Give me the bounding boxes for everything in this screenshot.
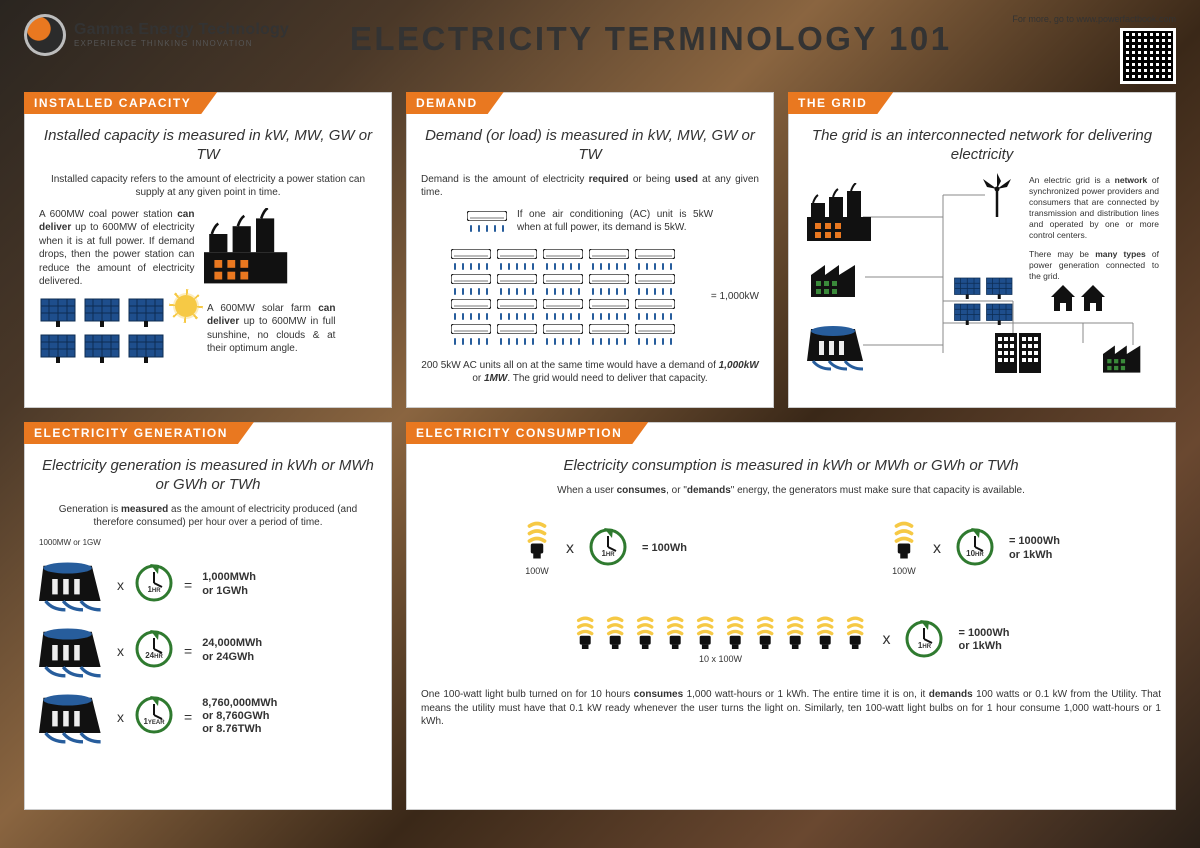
body-text: 200 5kW AC units all on at the same time… xyxy=(421,359,759,386)
body-text: Installed capacity refers to the amount … xyxy=(39,173,377,200)
wind-turbine-icon xyxy=(977,173,1017,220)
factory-icon xyxy=(811,255,855,300)
page-title: ELECTRICITY TERMINOLOGY 101 xyxy=(303,14,998,58)
generation-row: x1HR=1,000MWhor 1GWh xyxy=(39,557,377,613)
body-text: When a user consumes, or "demands" energ… xyxy=(421,484,1161,498)
body-text: A 600MW solar farm can deliver up to 600… xyxy=(207,302,335,356)
small-label: 1000MW or 1GW xyxy=(39,538,377,547)
card-demand: DEMAND Demand (or load) is measured in k… xyxy=(406,92,774,408)
tab-generation: ELECTRICITY GENERATION xyxy=(24,422,254,444)
solar-panel-array-icon xyxy=(953,275,1015,325)
subtitle: The grid is an interconnected network fo… xyxy=(803,127,1161,165)
factory-icon xyxy=(1103,337,1147,382)
card-generation: ELECTRICITY GENERATION Electricity gener… xyxy=(24,422,392,810)
clock-icon: 1HR xyxy=(588,527,628,570)
bulb-icon xyxy=(842,616,868,652)
tab-consumption: ELECTRICITY CONSUMPTION xyxy=(406,422,648,444)
card-consumption: ELECTRICITY CONSUMPTION Electricity cons… xyxy=(406,422,1176,810)
power-plant-icon xyxy=(204,208,304,286)
dam-icon xyxy=(807,321,867,374)
solar-panel-array-icon xyxy=(39,295,167,363)
bulb-icon xyxy=(572,616,598,652)
ac-unit-icon xyxy=(467,211,507,232)
bulb-icon xyxy=(782,616,808,652)
consumption-eq-3: 10 x 100W x 1HR = 1000Whor 1kWh xyxy=(421,616,1161,664)
body-text: Generation is measured as the amount of … xyxy=(39,503,377,530)
bulb-icon xyxy=(889,521,919,561)
company-tagline: EXPERIENCE THINKING INNOVATION xyxy=(74,40,289,48)
bulb-icon xyxy=(632,616,658,652)
sun-icon xyxy=(175,295,197,317)
equals-label: = 1,000kW xyxy=(711,291,759,302)
tab-installed-capacity: INSTALLED CAPACITY xyxy=(24,92,217,114)
houses-icon xyxy=(1049,281,1107,311)
clock-icon: 1YEAR xyxy=(134,695,174,738)
bulb-icon xyxy=(722,616,748,652)
subtitle: Electricity generation is measured in kW… xyxy=(39,457,377,495)
bulb-icon xyxy=(522,521,552,561)
clock-icon: 10HR xyxy=(955,527,995,570)
consumption-eq-1: 100W x 1HR = 100Wh xyxy=(522,521,687,576)
qr-code-icon xyxy=(1120,28,1176,84)
tab-demand: DEMAND xyxy=(406,92,504,114)
consumption-eq-2: 100W x 10HR = 1000Whor 1kWh xyxy=(889,521,1060,576)
logo: Gamma Energy Technology EXPERIENCE THINK… xyxy=(24,14,289,56)
clock-icon: 1HR xyxy=(134,563,174,606)
generation-row: x1YEAR=8,760,000MWhor 8,760GWhor 8.76TWh xyxy=(39,689,377,745)
clock-icon: 24HR xyxy=(134,629,174,672)
header-right: For more, go to www.powerfactbook.com xyxy=(1012,14,1176,84)
logo-mark-icon xyxy=(24,14,66,56)
company-name: Gamma Energy Technology xyxy=(74,22,289,38)
body-text: One 100-watt light bulb turned on for 10… xyxy=(421,688,1161,729)
more-link: For more, go to www.powerfactbook.com xyxy=(1012,14,1176,24)
card-installed-capacity: INSTALLED CAPACITY Installed capacity is… xyxy=(24,92,392,408)
bulb-icon xyxy=(692,616,718,652)
dam-icon xyxy=(39,623,107,679)
bulb-icon xyxy=(752,616,778,652)
bulb-strip-icon xyxy=(572,616,868,652)
bulb-icon xyxy=(602,616,628,652)
subtitle: Demand (or load) is measured in kW, MW, … xyxy=(421,127,759,165)
body-text: An electric grid is a network of synchro… xyxy=(1029,175,1159,282)
subtitle: Electricity consumption is measured in k… xyxy=(421,457,1161,476)
body-text: If one air conditioning (AC) unit is 5kW… xyxy=(517,208,713,235)
ac-grid-icon xyxy=(451,249,675,345)
power-plant-icon xyxy=(807,183,871,244)
subtitle: Installed capacity is measured in kW, MW… xyxy=(39,127,377,165)
buildings-icon xyxy=(995,333,1041,373)
clock-icon: 1HR xyxy=(904,619,944,662)
header: Gamma Energy Technology EXPERIENCE THINK… xyxy=(0,0,1200,92)
generation-row: x24HR=24,000MWhor 24GWh xyxy=(39,623,377,679)
dam-icon xyxy=(39,689,107,745)
grid-diagram: An electric grid is a network of synchro… xyxy=(803,173,1161,373)
bulb-icon xyxy=(812,616,838,652)
bulb-icon xyxy=(662,616,688,652)
tab-the-grid: THE GRID xyxy=(788,92,893,114)
body-text: Demand is the amount of electricity requ… xyxy=(421,173,759,200)
dam-icon xyxy=(39,557,107,613)
card-the-grid: THE GRID The grid is an interconnected n… xyxy=(788,92,1176,408)
body-text: A 600MW coal power station can deliver u… xyxy=(39,208,194,289)
